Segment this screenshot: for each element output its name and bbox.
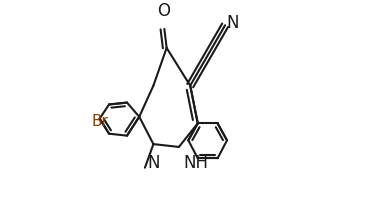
Text: Br: Br <box>91 114 108 129</box>
Text: N: N <box>147 154 160 172</box>
Text: NH: NH <box>184 154 209 172</box>
Text: N: N <box>227 14 239 32</box>
Text: O: O <box>157 2 170 20</box>
